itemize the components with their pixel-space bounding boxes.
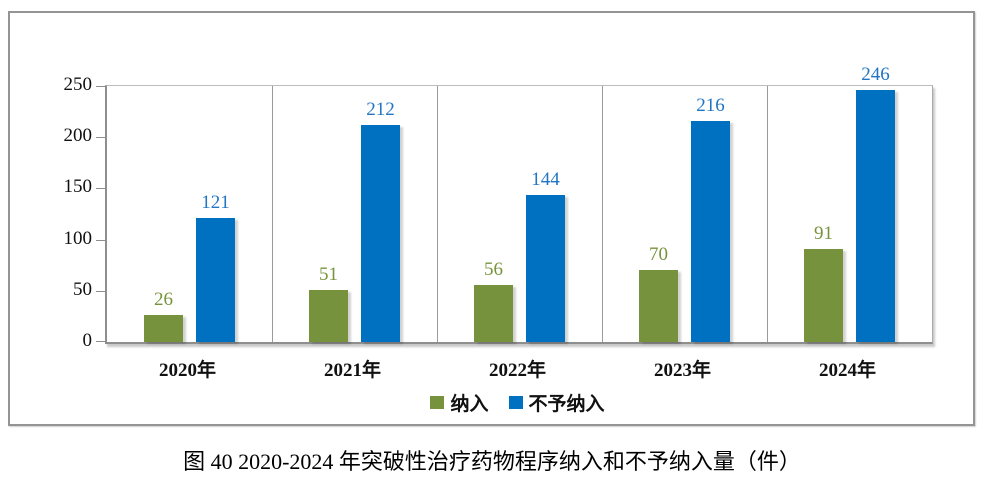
- legend-label: 纳入: [450, 394, 489, 415]
- bar-value-label: 91: [814, 223, 833, 244]
- bar-value-label: 56: [484, 259, 503, 280]
- legend: 纳入 不予纳入: [105, 389, 930, 416]
- y-tick-label: 150: [63, 176, 93, 198]
- plot-area: 26 121 51 212 56 144 70 216 91 246: [96, 65, 933, 344]
- category-group: 56 144: [437, 86, 602, 342]
- bar-纳入-2021年: 51: [309, 265, 348, 342]
- x-axis: 2020年 2021年 2022年 2023年 2024年: [105, 355, 930, 382]
- bar-不予纳入-2024年: 246: [856, 65, 895, 342]
- category-group: 70 216: [602, 86, 767, 342]
- bar-value-label: 144: [531, 169, 560, 190]
- bars-row: 26 121 51 212 56 144 70 216 91 246: [107, 65, 932, 342]
- bar-value-label: 70: [649, 244, 668, 265]
- legend-item-不予纳入: 不予纳入: [508, 389, 605, 416]
- bar-value-label: 121: [201, 192, 230, 213]
- legend-swatch-icon: [430, 396, 445, 409]
- y-tick-mark: [96, 290, 107, 292]
- bar-value-label: 26: [154, 289, 173, 310]
- category-divider-line: [272, 86, 273, 342]
- x-category-label: 2023年: [653, 360, 711, 381]
- bar-纳入-2024年: 91: [804, 224, 843, 342]
- bar-纳入-2022年: 56: [474, 260, 513, 342]
- chart-caption: 图 40 2020-2024 年突破性治疗药物程序纳入和不予纳入量（件）: [183, 449, 801, 474]
- x-category-label: 2021年: [323, 360, 381, 381]
- x-category-label: 2022年: [488, 360, 546, 381]
- chart-frame: 0 50 100 150 200 250 26 121 51 212 56 144 70 216 91 24…: [8, 11, 975, 426]
- category-divider-line: [602, 86, 603, 342]
- bar-纳入-2023年: 70: [639, 245, 678, 342]
- x-category-label: 2024年: [818, 360, 876, 381]
- y-tick-mark: [96, 137, 107, 139]
- category-group: 26 121: [107, 86, 272, 342]
- y-tick-label: 50: [73, 278, 92, 300]
- legend-item-纳入: 纳入: [430, 389, 489, 416]
- legend-swatch-icon: [508, 396, 523, 409]
- y-tick-label: 100: [63, 227, 93, 249]
- bar-value-label: 51: [319, 264, 338, 285]
- y-tick-mark: [96, 86, 107, 87]
- y-tick-label: 250: [63, 74, 93, 95]
- bar-value-label: 216: [696, 95, 725, 116]
- y-axis: 0 50 100 150 200 250: [10, 74, 93, 351]
- y-tick-label: 0: [82, 330, 93, 351]
- category-group: 51 212: [272, 86, 437, 342]
- legend-label: 不予纳入: [528, 394, 605, 415]
- bar-不予纳入-2020年: 121: [196, 193, 235, 342]
- y-tick-mark: [96, 341, 107, 342]
- bar-value-label: 246: [861, 64, 890, 85]
- category-divider-line: [437, 86, 438, 342]
- bar-不予纳入-2023年: 216: [691, 96, 730, 342]
- y-tick-label: 200: [63, 125, 93, 147]
- x-category-label: 2020年: [158, 360, 216, 381]
- y-tick-mark: [96, 239, 107, 241]
- category-divider-line: [767, 86, 768, 342]
- bar-纳入-2020年: 26: [144, 290, 183, 342]
- bar-不予纳入-2022年: 144: [526, 170, 565, 342]
- bar-不予纳入-2021年: 212: [361, 100, 400, 342]
- category-group: 91 246: [767, 65, 932, 342]
- bar-value-label: 212: [366, 99, 395, 120]
- y-tick-mark: [96, 188, 107, 190]
